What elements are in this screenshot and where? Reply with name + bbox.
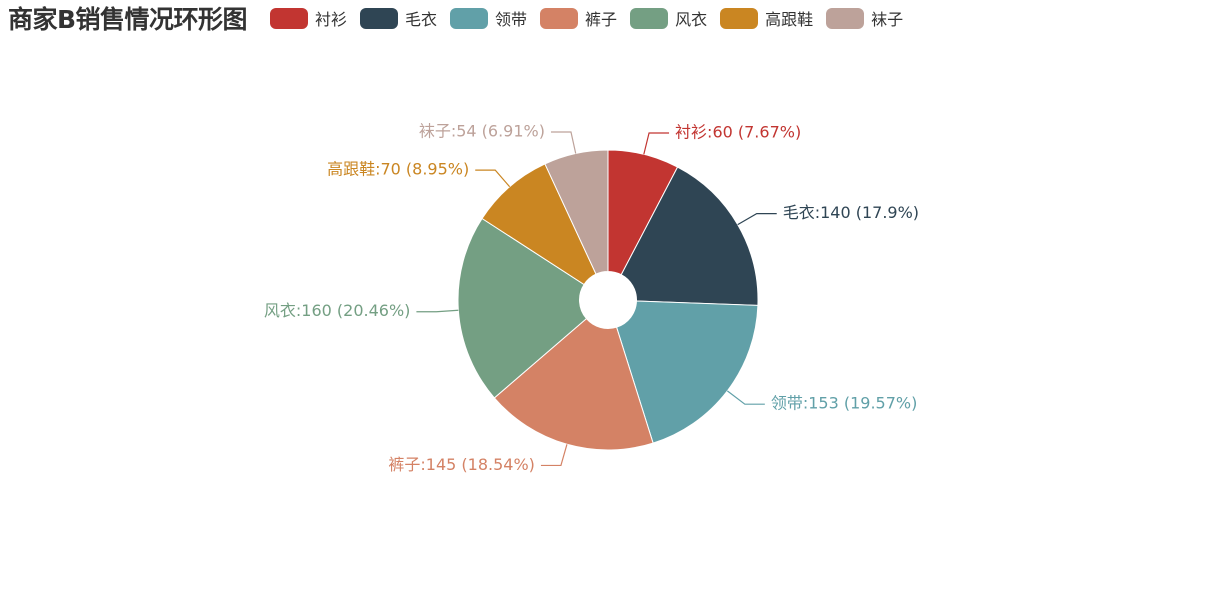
legend-label: 风衣: [675, 10, 708, 29]
legend-swatch: [630, 7, 669, 29]
legend-item-5[interactable]: 高跟鞋: [720, 6, 813, 30]
legend-swatch: [360, 7, 399, 29]
pie-slice-5[interactable]: [481, 163, 597, 286]
label-line-6: [550, 131, 577, 154]
slices: [457, 149, 759, 451]
legend-item-6[interactable]: 袜子: [826, 6, 903, 30]
legend: 衬衫 毛衣 领带 裤子 风衣 高跟鞋 袜子: [270, 6, 916, 30]
slice-label-3: 裤子:145 (18.54%): [388, 455, 535, 474]
pie-slice-3[interactable]: [493, 317, 654, 451]
label-line-1: [737, 213, 777, 226]
legend-swatch: [826, 7, 865, 29]
legend-item-0[interactable]: 衬衫: [270, 6, 347, 30]
label-line-3: [540, 444, 568, 467]
pie-slice-4[interactable]: [457, 217, 588, 399]
pie-slice-6[interactable]: [544, 149, 609, 275]
legend-item-3[interactable]: 裤子: [540, 6, 617, 30]
label-line-4: [416, 309, 459, 313]
label-line-2: [726, 390, 765, 405]
pie-slice-2[interactable]: [615, 300, 759, 444]
legend-label: 毛衣: [405, 10, 438, 29]
legend-swatch: [270, 7, 308, 29]
slice-label-5: 高跟鞋:70 (8.95%): [327, 160, 469, 179]
slice-label-0: 衬衫:60 (7.67%): [675, 122, 801, 141]
slice-label-1: 毛衣:140 (17.9%): [783, 203, 919, 222]
chart-title: 商家B销售情况环形图: [8, 5, 248, 34]
legend-swatch: [540, 7, 579, 29]
legend-item-4[interactable]: 风衣: [630, 6, 707, 30]
legend-label: 袜子: [871, 10, 904, 29]
slice-label-4: 风衣:160 (20.46%): [264, 301, 411, 320]
legend-item-1[interactable]: 毛衣: [360, 6, 437, 30]
slice-label-2: 领带:153 (19.57%): [771, 394, 918, 413]
pie-slice-1[interactable]: [620, 166, 759, 306]
legend-item-2[interactable]: 领带: [450, 6, 527, 30]
legend-label: 裤子: [585, 10, 618, 29]
legend-label: 领带: [495, 10, 528, 29]
legend-label: 高跟鞋: [765, 10, 814, 29]
slice-labels: 衬衫:60 (7.67%) 毛衣:140 (17.9%) 领带:153 (19.57…: [264, 122, 919, 474]
slice-label-6: 袜子:54 (6.91%): [419, 122, 545, 141]
label-line-0: [643, 132, 670, 155]
legend-swatch: [450, 7, 489, 29]
legend-label: 衬衫: [315, 10, 348, 29]
label-line-5: [475, 169, 511, 188]
legend-swatch: [720, 7, 759, 29]
